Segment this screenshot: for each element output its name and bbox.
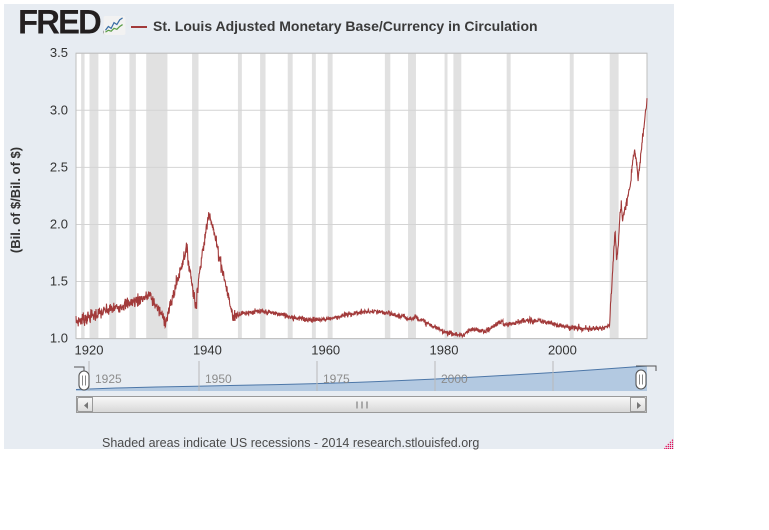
svg-text:1925: 1925 bbox=[95, 372, 122, 386]
svg-text:1920: 1920 bbox=[75, 343, 104, 358]
svg-text:1960: 1960 bbox=[311, 343, 340, 358]
svg-text:3.5: 3.5 bbox=[50, 45, 68, 60]
svg-text:1.5: 1.5 bbox=[50, 274, 68, 289]
svg-text:1980: 1980 bbox=[430, 343, 459, 358]
svg-text:3.0: 3.0 bbox=[50, 102, 68, 117]
svg-text:2000: 2000 bbox=[548, 343, 577, 358]
svg-text:1975: 1975 bbox=[323, 372, 350, 386]
svg-text:1940: 1940 bbox=[193, 343, 222, 358]
svg-text:2.5: 2.5 bbox=[50, 159, 68, 174]
svg-text:2.0: 2.0 bbox=[50, 216, 68, 231]
svg-text:2000: 2000 bbox=[441, 372, 468, 386]
svg-text:1.0: 1.0 bbox=[50, 331, 68, 346]
svg-text:(Bil. of $/Bil. of $): (Bil. of $/Bil. of $) bbox=[8, 147, 23, 253]
svg-text:1950: 1950 bbox=[205, 372, 232, 386]
